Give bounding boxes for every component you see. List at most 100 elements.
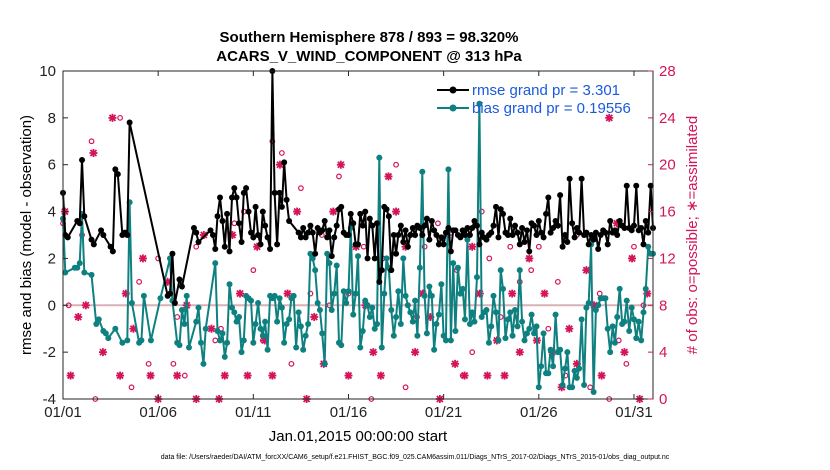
rmse-data-point <box>595 246 602 253</box>
rmse-data-point <box>428 217 435 224</box>
y-right-tick-label: 24 <box>659 110 676 127</box>
asterisk-stroke <box>460 371 469 380</box>
rmse-data-point <box>409 224 416 231</box>
bias-data-point <box>604 325 611 332</box>
rmse-data-point <box>590 236 597 243</box>
bias-data-point <box>428 292 435 299</box>
rmse-data-point <box>466 232 473 238</box>
bias-data-point <box>535 384 542 391</box>
y-right-tick-label: 20 <box>659 157 676 174</box>
rmse-data-point <box>305 229 312 236</box>
rmse-data-point <box>516 241 523 248</box>
rmse-data-point <box>357 210 364 217</box>
bias-data-point <box>583 304 590 311</box>
rmse-data-point <box>217 194 224 201</box>
y-right-tick-label: 0 <box>659 391 667 408</box>
bias-data-point <box>521 337 528 344</box>
bias-data-point <box>393 314 400 320</box>
rmse-data-point <box>607 217 614 224</box>
rmse-data-point <box>550 224 557 231</box>
possible-obs-marker <box>288 360 295 367</box>
bias-data-point <box>324 250 331 257</box>
bias-data-point <box>200 360 207 367</box>
bias-data-point <box>585 299 592 306</box>
bias-data-point <box>281 339 288 346</box>
bias-data-point <box>259 332 266 339</box>
rmse-data-point <box>319 227 326 234</box>
bias-data-point <box>421 292 428 299</box>
possible-obs-marker <box>193 243 200 250</box>
rmse-data-point <box>557 192 564 199</box>
legend-bias-label: bias grand pr = 0.19556 <box>472 100 631 117</box>
rmse-data-point <box>366 215 373 222</box>
bias-data-point <box>642 285 649 292</box>
rmse-data-point <box>543 210 550 217</box>
bias-data-point <box>362 297 369 304</box>
rmse-data-point <box>350 220 357 227</box>
bias-data-point <box>602 295 609 302</box>
bias-data-point <box>293 344 300 351</box>
possible-obs-marker <box>469 349 476 356</box>
rmse-data-point <box>212 246 219 253</box>
possible-obs-marker <box>478 208 485 215</box>
bias-data-point <box>504 316 511 323</box>
bias-data-point <box>388 306 395 313</box>
bias-data-point <box>431 346 438 353</box>
bias-data-point <box>350 311 357 318</box>
bias-data-point <box>212 260 219 267</box>
rmse-data-point <box>295 229 302 236</box>
rmse-data-point <box>483 236 490 243</box>
bias-data-point <box>297 323 304 330</box>
asterisk-stroke <box>582 266 591 274</box>
bias-data-point <box>88 271 95 278</box>
rmse-data-point <box>309 229 316 236</box>
possible-obs-marker <box>623 360 630 367</box>
bias-data-point <box>512 306 519 313</box>
bias-data-point <box>611 339 618 346</box>
possible-obs-marker <box>435 220 441 227</box>
bias-data-point <box>557 346 564 353</box>
bias-data-point <box>488 323 495 330</box>
bias-data-point <box>461 316 468 323</box>
asterisk-stroke <box>525 254 533 263</box>
bias-data-point <box>105 335 112 342</box>
rmse-data-point <box>397 222 404 229</box>
bias-data-point <box>202 325 209 332</box>
bias-data-point <box>340 288 347 295</box>
rmse-data-point <box>552 217 559 224</box>
bias-data-point <box>531 330 538 337</box>
rmse-data-point <box>492 203 499 210</box>
rmse-data-point <box>90 241 97 248</box>
x-tick-label: 01/06 <box>139 404 177 421</box>
bias-data-point <box>595 302 602 309</box>
bias-data-point <box>395 288 402 295</box>
bias-data-point <box>226 281 233 288</box>
assimilated-obs-marker <box>500 371 509 380</box>
bias-data-point <box>183 292 190 299</box>
rmse-data-point <box>500 210 507 217</box>
rmse-data-point <box>271 189 278 196</box>
bias-data-point <box>559 381 566 388</box>
bias-data-point <box>640 309 647 316</box>
rmse-data-point <box>476 241 483 248</box>
rmse-data-point <box>347 210 354 217</box>
bias-data-point <box>509 332 516 339</box>
rmse-data-point <box>250 234 257 241</box>
bias-data-point <box>140 292 147 299</box>
bias-data-point <box>452 328 459 335</box>
rmse-data-point <box>231 185 238 192</box>
rmse-data-point <box>571 234 578 241</box>
bias-data-point <box>290 292 297 299</box>
bias-data-point <box>359 328 366 335</box>
rmse-data-point <box>193 229 200 236</box>
assimilated-obs-marker <box>620 348 629 357</box>
rmse-data-point <box>252 203 259 210</box>
bias-data-point <box>550 363 557 370</box>
assimilated-obs-marker <box>98 348 107 357</box>
bias-data-point <box>402 292 409 299</box>
bias-data-point <box>528 311 535 318</box>
rmse-data-point <box>423 215 430 222</box>
rmse-data-point <box>623 182 630 189</box>
asterisk-stroke <box>221 371 229 380</box>
rmse-data-point <box>630 222 637 229</box>
